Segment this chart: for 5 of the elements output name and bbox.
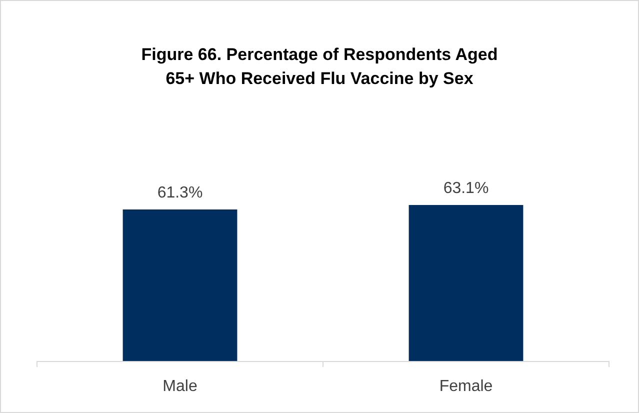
data-label: 61.3% [157, 184, 203, 202]
x-tick-label: Male [162, 378, 198, 395]
chart-title: Figure 66. Percentage of Respondents Aged 65+ Who Received Flu Vaccine by Sex [141, 45, 498, 88]
x-tick-label: Female [439, 378, 493, 395]
data-label: 63.1% [443, 180, 489, 197]
